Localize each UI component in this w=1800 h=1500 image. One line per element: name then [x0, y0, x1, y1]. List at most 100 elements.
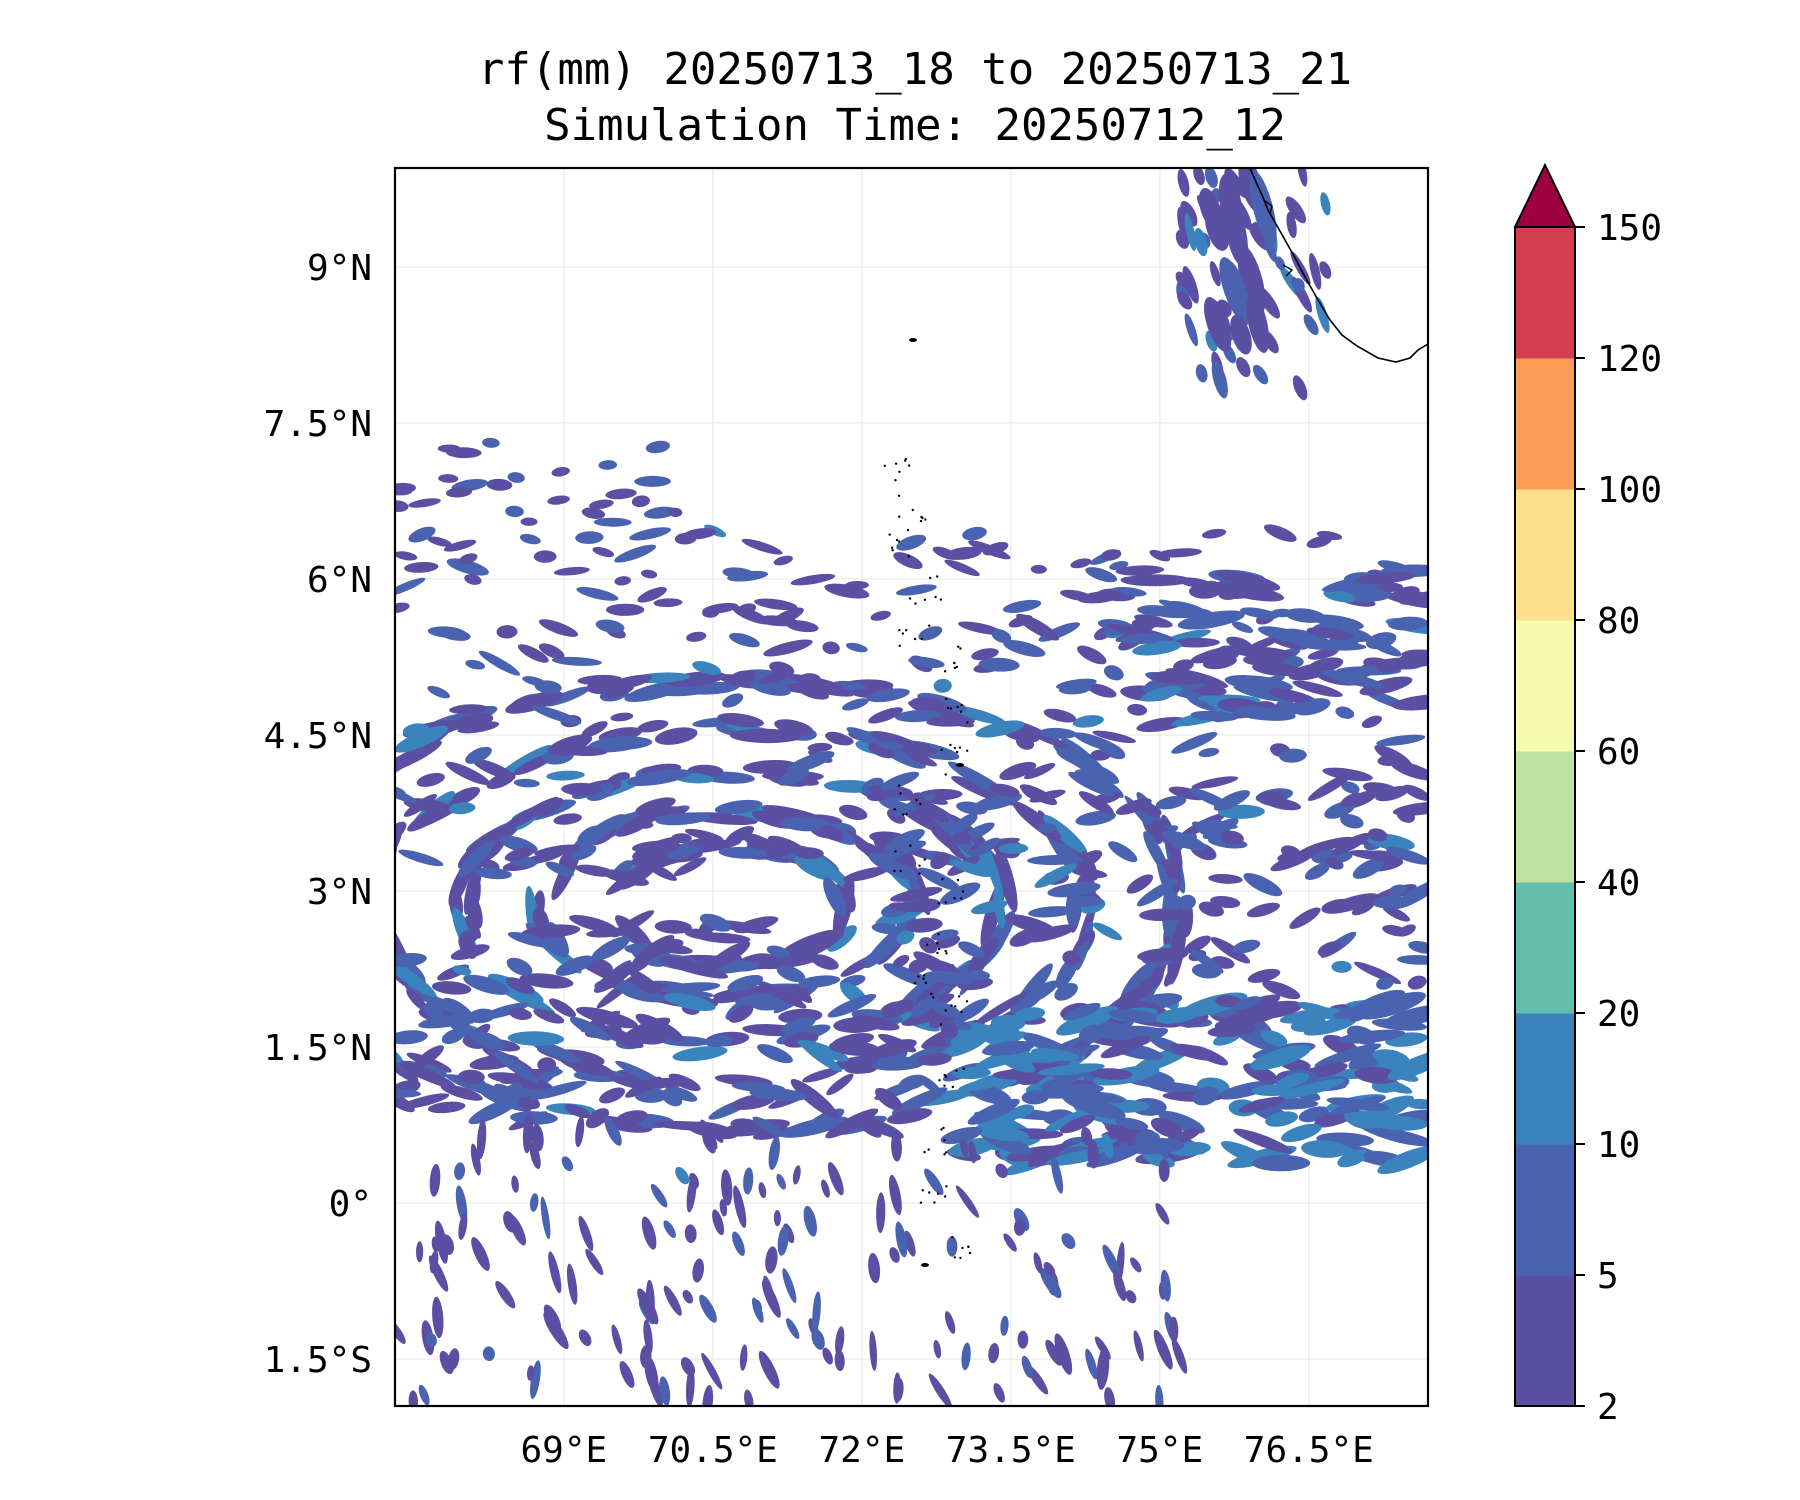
rain-cell [1233, 1128, 1293, 1154]
rain-cell [1192, 1086, 1219, 1106]
lat-tick-label: 1.5°S [264, 1340, 372, 1381]
rain-cell [827, 1162, 844, 1196]
rain-cell [842, 866, 890, 882]
rain-cell [395, 551, 418, 561]
atoll-dot [958, 746, 962, 749]
rain-cell [909, 898, 941, 913]
rain-cell [699, 913, 732, 932]
rain-cell [766, 945, 790, 958]
atoll-dot [936, 942, 939, 945]
rain-cell [632, 934, 675, 967]
rain-cell [1237, 245, 1266, 316]
rain-cell [998, 843, 1029, 854]
rain-cell [587, 736, 646, 753]
rain-cell [717, 713, 764, 728]
rain-cell [739, 1344, 748, 1371]
rain-cell [614, 576, 631, 586]
rain-cell [940, 882, 981, 905]
atoll-dot [920, 515, 923, 519]
rain-cell [725, 826, 755, 845]
atoll-dot [940, 748, 943, 752]
rain-cell [1131, 617, 1167, 628]
rain-cell [1382, 905, 1411, 922]
rain-cell [533, 1008, 565, 1024]
rain-cell [529, 1142, 541, 1169]
rain-cell [1115, 798, 1152, 815]
atoll-dot [939, 598, 942, 601]
rain-cell [1319, 261, 1332, 279]
rain-cell [1285, 196, 1307, 224]
atoll-dot [950, 1004, 953, 1007]
rain-cell [507, 931, 553, 948]
rain-cell [1136, 879, 1178, 907]
atoll-dot [888, 533, 891, 536]
rain-cell [578, 1329, 592, 1347]
colorbar-segment [1515, 751, 1575, 883]
rain-cell [533, 550, 557, 563]
rain-cell [1047, 882, 1101, 898]
rain-cell [355, 910, 380, 944]
rain-cell [1160, 1269, 1171, 1302]
rain-cell [1172, 637, 1220, 648]
rain-cell [610, 712, 634, 722]
rain-cell [886, 1108, 933, 1125]
rain-cell [341, 759, 375, 792]
rain-cell [721, 1169, 733, 1206]
rain-cell [594, 962, 636, 993]
rain-cell [955, 1185, 980, 1218]
atoll-dot [897, 540, 901, 543]
atoll-dot [898, 644, 901, 647]
rain-cell [882, 999, 914, 1019]
longitude-axis: 69°E 70.5°E 72°E 73.5°E 75°E 76.5°E [521, 1430, 1374, 1471]
rain-cell [1136, 716, 1187, 733]
rain-cell [952, 1067, 991, 1080]
rain-cell [790, 573, 836, 586]
rain-cell [1150, 1117, 1183, 1138]
atoll-dot [894, 850, 897, 853]
rain-cell [1087, 1140, 1099, 1169]
rain-cell [519, 533, 541, 545]
rain-cell [1177, 291, 1193, 310]
rain-cell [423, 1001, 444, 1020]
rain-cell [1130, 1257, 1142, 1273]
rain-cell [408, 498, 441, 508]
rain-cell [1061, 1092, 1126, 1120]
rain-cell [537, 1057, 557, 1072]
rain-cell [1335, 706, 1355, 719]
rain-cell [952, 832, 972, 845]
atoll-dot [907, 555, 910, 558]
rain-cell [1169, 1316, 1179, 1343]
rain-cell [905, 917, 943, 933]
rain-cell [505, 505, 524, 518]
atoll-dot [944, 773, 947, 776]
rain-cell [474, 867, 512, 880]
colorbar-label: 2 [1597, 1387, 1619, 1428]
rain-cell [445, 786, 481, 808]
rain-cell [505, 690, 563, 714]
rain-cell [887, 840, 927, 855]
rain-cell [459, 929, 480, 944]
rain-cell [1013, 1218, 1026, 1236]
rain-cell [408, 1390, 419, 1406]
rain-cell [893, 552, 923, 570]
lon-tick-label: 69°E [521, 1430, 608, 1471]
rain-cell [482, 1346, 495, 1362]
rain-cell [1115, 565, 1165, 576]
atoll-dot [883, 464, 886, 467]
rain-cell [1126, 874, 1154, 894]
atoll-dot [943, 1073, 946, 1077]
rain-cell [1108, 1009, 1164, 1023]
rain-cell [511, 1175, 519, 1193]
rain-cell [1278, 1078, 1345, 1100]
rain-cell [941, 1035, 988, 1058]
rain-cell [1204, 168, 1218, 188]
rain-cell [619, 1361, 635, 1388]
rain-cell [1061, 1233, 1076, 1250]
rain-cell [637, 1288, 659, 1325]
rain-cell [1370, 1115, 1428, 1131]
rain-cell [1190, 644, 1250, 664]
rain-cell [395, 952, 427, 968]
rain-cell [650, 1183, 668, 1208]
rain-cell [1157, 548, 1203, 558]
rain-cell [1265, 1111, 1298, 1127]
